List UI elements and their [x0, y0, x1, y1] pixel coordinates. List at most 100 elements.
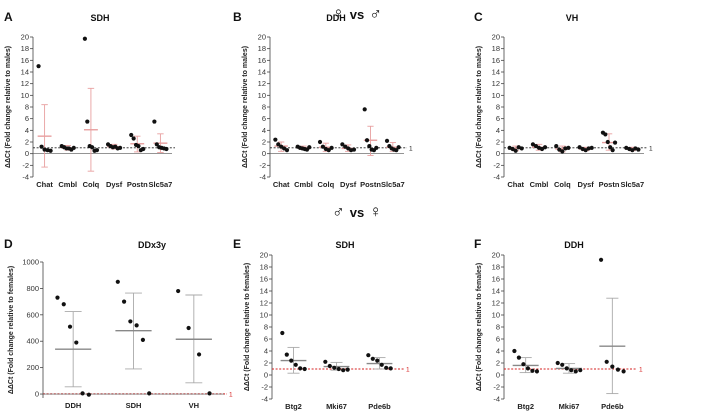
y-tick-label: 0	[496, 149, 500, 158]
y-axis-label: ΔΔCt (Fold change relative to females)	[244, 263, 251, 391]
reference-label: 1	[639, 367, 643, 374]
y-tick-label: 4	[264, 347, 268, 356]
y-tick-label: 12	[260, 299, 268, 308]
y-tick-label: -2	[493, 383, 500, 392]
y-tick-label: 12	[492, 79, 500, 88]
data-point	[320, 144, 326, 149]
x-category-label: Slc5a7	[620, 180, 644, 189]
x-category-label: Dysf	[106, 180, 123, 189]
data-point	[207, 391, 212, 396]
y-tick-label: 2	[25, 138, 29, 147]
y-tick-label: 2	[496, 138, 500, 147]
data-point	[603, 132, 608, 137]
data-point	[85, 119, 90, 124]
x-category-label: Chat	[36, 180, 53, 189]
panel-letter: C	[474, 10, 483, 24]
data-point	[90, 145, 95, 150]
y-tick-label: 600	[26, 310, 39, 319]
y-tick-label: 16	[258, 56, 266, 65]
data-point	[327, 363, 332, 369]
data-point	[542, 145, 548, 150]
y-tick-label: 18	[21, 44, 29, 53]
y-tick-label: 8	[262, 103, 266, 112]
data-point	[534, 369, 540, 374]
y-axis-label: ΔΔCt (Fold change relative to males)	[476, 46, 483, 168]
data-point	[379, 362, 384, 367]
x-category-label: Postn	[599, 180, 620, 189]
panel-title: DDx3y	[138, 240, 166, 250]
data-point	[329, 145, 334, 150]
x-category-label: Pde6b	[601, 402, 624, 411]
data-point	[147, 391, 152, 396]
x-category-label: Mki67	[559, 402, 580, 411]
data-point	[326, 148, 331, 153]
x-category-label: Slc5a7	[381, 180, 405, 189]
data-point	[302, 366, 307, 372]
data-point	[605, 139, 610, 145]
data-point	[604, 359, 609, 364]
x-category-label: Colq	[317, 180, 334, 189]
x-category-label: Postn	[127, 180, 148, 189]
y-tick-label: -2	[493, 161, 500, 170]
data-point	[154, 142, 159, 147]
data-point	[48, 148, 53, 153]
data-point	[134, 323, 139, 328]
y-tick-label: 2	[496, 359, 500, 368]
data-point	[370, 356, 375, 361]
data-point	[566, 145, 571, 150]
data-point	[323, 359, 328, 364]
y-tick-label: 14	[260, 287, 268, 296]
data-point	[610, 364, 615, 369]
data-point	[583, 148, 588, 153]
y-tick-label: 8	[264, 323, 268, 332]
x-category-label: Colq	[554, 180, 571, 189]
data-point	[280, 330, 285, 336]
data-point	[577, 145, 582, 150]
data-point	[564, 366, 569, 371]
header-female-vs-male: ♀ vs ♂	[332, 4, 382, 24]
y-tick-label: 20	[492, 33, 500, 42]
y-tick-label: -4	[493, 395, 500, 404]
panel-letter: B	[233, 10, 242, 24]
data-point	[298, 366, 303, 371]
data-point	[345, 367, 350, 372]
reference-label: 1	[649, 145, 653, 152]
data-point	[129, 132, 134, 138]
y-axis-label: ΔΔCt (Fold change relative to males)	[242, 46, 249, 168]
y-tick-label: 20	[492, 251, 500, 260]
data-point	[74, 340, 79, 345]
y-tick-label: 10	[492, 91, 500, 100]
y-tick-label: 14	[21, 68, 29, 77]
data-point	[80, 391, 85, 396]
y-tick-label: 10	[260, 311, 268, 320]
data-point	[332, 365, 337, 370]
y-axis-label: ΔΔCt (Fold change relative to males)	[5, 46, 12, 168]
data-point	[521, 362, 526, 367]
data-point	[141, 146, 146, 152]
data-point	[519, 146, 524, 151]
y-tick-label: 6	[496, 335, 500, 344]
y-tick-label: 8	[496, 103, 500, 112]
panel-title: SDH	[90, 13, 109, 23]
panel-title: VH	[566, 13, 579, 23]
data-point	[82, 36, 87, 41]
data-point	[36, 64, 41, 69]
data-point	[317, 139, 323, 145]
y-tick-label: 16	[21, 56, 29, 65]
data-point	[364, 138, 370, 143]
data-point	[530, 142, 536, 147]
y-tick-label: 0	[25, 149, 29, 158]
data-point	[273, 137, 278, 142]
y-tick-label: 1000	[22, 258, 39, 267]
data-point	[367, 143, 372, 149]
x-category-label: Chat	[507, 180, 524, 189]
data-point	[516, 355, 522, 360]
panel-letter: F	[474, 237, 481, 251]
x-category-label: Dysf	[578, 180, 595, 189]
y-tick-label: 0	[35, 390, 39, 399]
data-point	[388, 366, 393, 371]
panel-b: B DDH -4 -2 0 2 4 6 8 10 12 14 16 18 20 ΔΔCt (Fold chan…	[233, 10, 413, 189]
y-tick-label: 200	[26, 363, 39, 372]
y-tick-label: -4	[259, 173, 266, 182]
male-symbol: ♂	[332, 202, 345, 221]
